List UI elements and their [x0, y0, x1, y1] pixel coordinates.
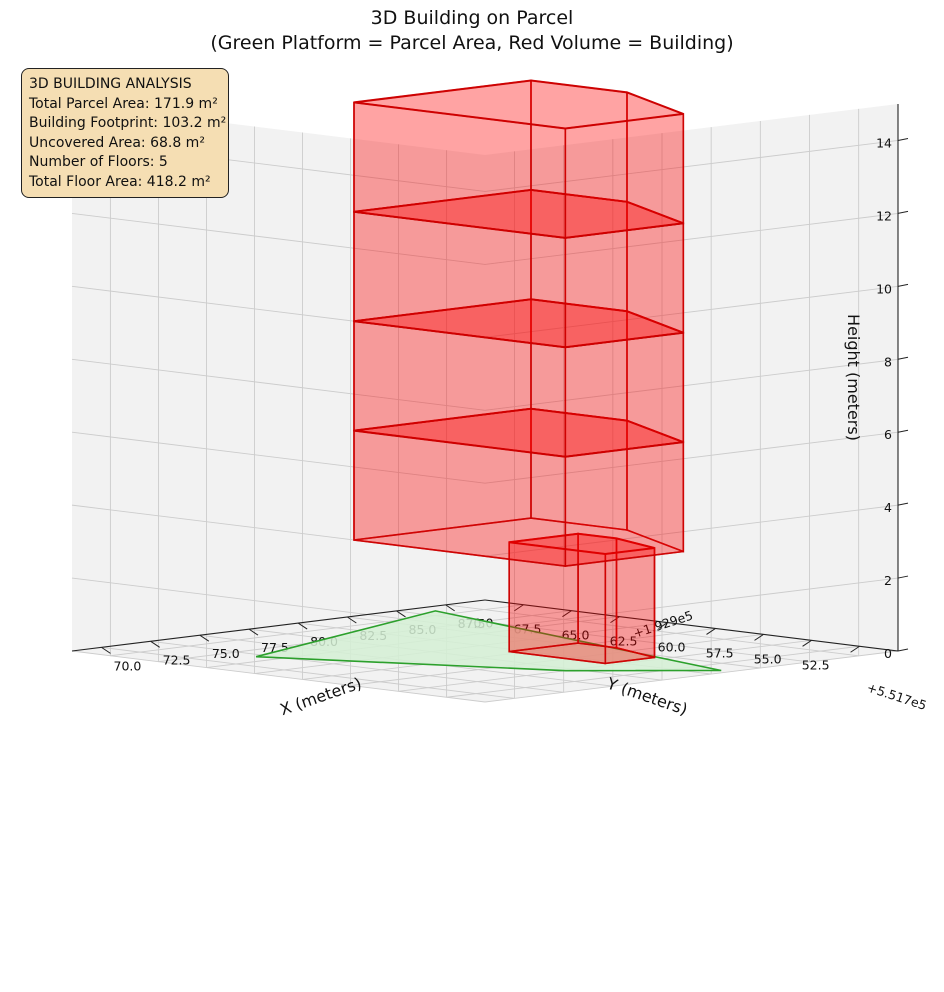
y-offset-label: +5.517e5	[865, 680, 929, 713]
building-floor-4	[353, 188, 685, 349]
y-tick-label: 57.5	[706, 645, 734, 660]
y-axis-line	[484, 599, 899, 652]
z-tick-label: 4	[884, 500, 892, 515]
z-tick-label: 10	[876, 281, 892, 296]
x-tick	[150, 640, 160, 648]
axis-lines	[71, 104, 899, 652]
grid-line	[484, 431, 899, 484]
building-floor-3	[353, 298, 685, 458]
x-axis-line	[71, 599, 486, 652]
y-tick	[754, 633, 764, 641]
x-tick	[199, 634, 210, 642]
info-floors: Number of Floors: 5	[29, 154, 168, 170]
y-tick	[658, 622, 668, 629]
x-tick	[445, 604, 455, 612]
data-marks	[255, 79, 722, 672]
z-tick	[897, 502, 909, 506]
info-footprint: Building Footprint: 103.2 m²	[29, 115, 227, 131]
y-tick-label: 60.0	[658, 639, 686, 654]
grid-line	[71, 650, 486, 703]
prism-side-face	[564, 331, 685, 458]
prism-side-face	[604, 547, 656, 665]
z-tick-label: 2	[884, 573, 892, 588]
y-tick-label: 55.0	[754, 651, 782, 666]
y-tick-label: 52.5	[802, 657, 830, 672]
back-pane-y	[72, 104, 485, 702]
chart-title-line-1: 3D Building on Parcel	[370, 7, 574, 29]
z-tick-label: 8	[884, 354, 892, 369]
grid-line	[484, 577, 899, 630]
grid-line	[445, 604, 859, 657]
info-floor-area: Total Floor Area: 418.2 m²	[29, 173, 211, 190]
prism-side-face	[564, 112, 685, 239]
z-tick	[897, 137, 909, 141]
z-tick-label: 6	[884, 427, 892, 442]
grid-line	[150, 640, 564, 693]
y-tick	[802, 639, 812, 647]
grid-line	[446, 645, 860, 698]
grid-line	[484, 285, 899, 338]
x-tick	[248, 628, 259, 636]
x-tick-label: 75.0	[212, 646, 240, 661]
chart-title-line-2: (Green Platform = Parcel Area, Red Volum…	[210, 32, 734, 54]
x-tick	[101, 646, 111, 654]
z-tick	[897, 356, 909, 360]
grid-line	[484, 358, 899, 411]
x-tick-label: 70.0	[114, 658, 142, 673]
y-tick	[850, 645, 860, 653]
z-tick	[897, 648, 909, 652]
prism-side-face	[564, 441, 685, 568]
prism-top-face	[353, 79, 684, 130]
z-tick-label: 12	[876, 208, 892, 223]
grid-line	[71, 358, 486, 411]
building-floor-2	[353, 407, 685, 568]
z-tick-label: 14	[876, 135, 892, 150]
z-axis-title: Height (meters)	[844, 314, 863, 441]
z-tick	[897, 283, 909, 287]
y-tick	[610, 616, 620, 624]
z-tick-label: 0	[884, 646, 892, 661]
building-floor-5	[353, 79, 685, 239]
z-tick	[897, 575, 909, 579]
analysis-info-box: 3D BUILDING ANALYSIS Total Parcel Area: …	[21, 68, 229, 198]
prism-side-face	[564, 222, 685, 349]
grid-line	[71, 212, 486, 265]
grid-line	[101, 646, 515, 699]
info-parcel-area: Total Parcel Area: 171.9 m²	[29, 95, 218, 112]
grid-line	[110, 604, 524, 657]
info-uncovered-area: Uncovered Area: 68.8 m²	[29, 134, 205, 151]
grid-lines	[71, 108, 899, 703]
z-tick	[897, 429, 909, 433]
prism-top-face	[509, 532, 655, 556]
grid-line	[71, 431, 486, 484]
building-floor-1	[508, 532, 656, 665]
grid-line	[484, 212, 899, 265]
x-tick-label: 72.5	[163, 652, 191, 667]
y-tick	[514, 604, 524, 612]
z-tick	[897, 210, 909, 214]
x-tick	[396, 610, 406, 618]
x-tick	[297, 622, 308, 630]
y-tick	[562, 610, 572, 618]
y-tick	[706, 628, 716, 635]
grid-line	[484, 140, 899, 192]
x-tick	[347, 616, 357, 624]
info-box-heading: 3D BUILDING ANALYSIS	[29, 76, 192, 92]
grid-line	[484, 650, 899, 703]
